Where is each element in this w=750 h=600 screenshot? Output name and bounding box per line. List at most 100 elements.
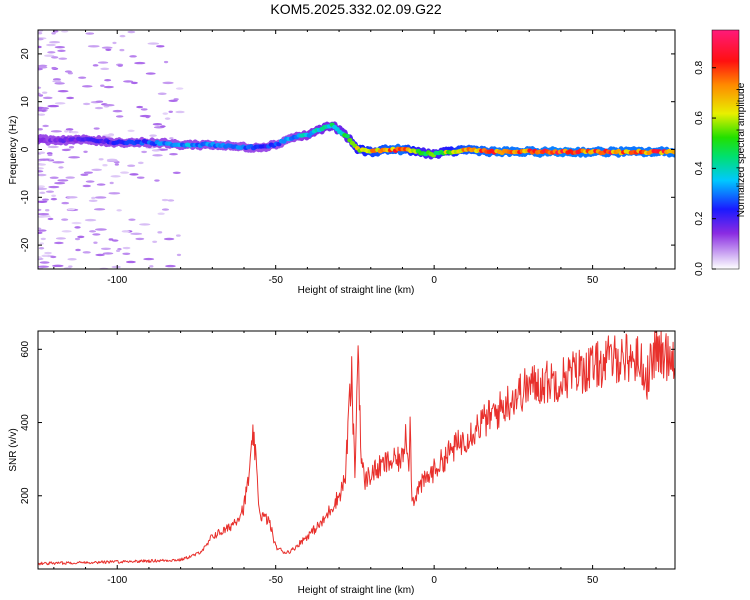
spectrogram-noise-cell — [169, 137, 174, 140]
spectrogram-noise-cell — [49, 176, 59, 179]
spectrogram-noise-cell — [102, 252, 114, 255]
spectrogram-noise-cell — [139, 114, 152, 118]
spectrogram-noise-cell — [167, 199, 175, 202]
spectrogram-noise-cell — [75, 248, 81, 252]
spectrogram-noise-cell — [47, 145, 59, 149]
spectrogram-noise-cell — [88, 199, 98, 202]
spectrogram-noise-cell — [95, 100, 104, 103]
spectrogram-noise-cell — [38, 67, 43, 71]
spectrogram-noise-cell — [162, 112, 169, 115]
spectrogram-noise-cell — [50, 197, 58, 201]
spectrogram-noise-cell — [38, 185, 45, 188]
spectrogram-noise-cell — [38, 37, 44, 41]
spectrogram-noise-cell — [70, 131, 79, 134]
spectrogram-noise-cell — [110, 175, 121, 178]
spectrogram-noise-cell — [165, 264, 176, 268]
spectrogram-noise-cell — [38, 151, 46, 154]
spectrogram-noise-cell — [136, 176, 145, 179]
snr-xtick-label: -100 — [107, 575, 127, 586]
spectrogram-noise-cell — [130, 81, 138, 85]
spectrogram-noise-cell — [67, 208, 75, 211]
spectrogram-noise-cell — [120, 171, 129, 174]
spectrogram-noise-cell — [175, 87, 184, 90]
spectrogram-noise-cell — [65, 176, 75, 179]
spectrogram-noise-cell — [52, 161, 65, 164]
spectrogram-noise-cell — [42, 96, 53, 100]
spectrogram-noise-cell — [68, 156, 81, 159]
spectrogram-noise-cell — [61, 148, 71, 152]
spectrogram-noise-cell — [111, 265, 121, 269]
spectrogram-ridge-cell — [344, 133, 350, 139]
spectrogram-noise-cell — [96, 183, 106, 186]
colorbar-tick-label: 0.6 — [694, 111, 705, 125]
spectrogram-ytick-label: 20 — [20, 48, 31, 60]
spectrogram-noise-cell — [45, 190, 55, 193]
colorbar-tick-label: 0.8 — [694, 60, 705, 74]
spectrogram-noise-cell — [140, 108, 148, 111]
spectrogram-noise-cell — [40, 215, 51, 218]
spectrogram-noise-cell — [139, 223, 151, 226]
spectrogram-noise-cell — [64, 130, 69, 133]
spectrogram-noise-cell — [38, 167, 44, 170]
spectrogram-noise-cell — [101, 46, 113, 49]
spectrogram-noise-cell — [127, 129, 135, 133]
spectrogram-ytick-label: 10 — [20, 96, 31, 108]
snr-xtick-label: 50 — [587, 575, 599, 586]
spectrogram-noise-cell — [38, 231, 43, 235]
spectrogram-noise-cell — [50, 130, 62, 133]
spectrogram-noise-cell — [117, 64, 123, 67]
spectrogram-noise-cell — [108, 192, 121, 195]
spectrogram-noise-cell — [54, 82, 65, 85]
spectrogram-noise-cell — [38, 109, 47, 112]
spectrogram-noise-cell — [74, 237, 81, 241]
spectrogram-noise-cell — [74, 226, 81, 229]
spectrogram-noise-cell — [94, 196, 107, 199]
spectrogram-ytick-label: -20 — [20, 237, 31, 252]
spectrogram-noise-cell — [66, 196, 78, 199]
spectrogram-noise-cell — [127, 30, 136, 34]
spectrogram-noise-cell — [95, 253, 105, 257]
spectrogram-ytick-label: -10 — [20, 190, 31, 205]
spectrogram-noise-cell — [47, 51, 56, 54]
spectrogram-noise-cell — [78, 76, 87, 79]
spectrogram-noise-cell — [97, 61, 109, 64]
spectrogram-noise-cell — [129, 173, 139, 176]
spectrogram-noise-cell — [38, 94, 44, 97]
spectrogram-noise-cell — [54, 181, 66, 185]
spectrogram-noise-cell — [58, 166, 64, 169]
spectrogram-noise-cell — [102, 163, 108, 167]
spectrogram-noise-cell — [87, 45, 100, 48]
spectrogram-noise-cell — [57, 49, 66, 53]
spectrogram-noise-cell — [84, 218, 97, 222]
spectrogram-noise-cell — [100, 67, 110, 71]
colorbar-tick-label: 0.0 — [694, 262, 705, 276]
spectrogram-ytick-label: 0 — [20, 146, 31, 152]
colorbar-label: Normalized spectral amplitude — [736, 82, 747, 217]
spectrogram-noise-cell — [156, 45, 165, 48]
snr-ytick-label: 400 — [20, 414, 31, 431]
spectrogram-noise-cell — [109, 181, 114, 185]
spectrogram-noise-cell — [134, 61, 146, 65]
spectrogram-cells — [38, 30, 675, 269]
spectrogram-noise-cell — [48, 40, 61, 44]
spectrogram-noise-cell — [114, 163, 119, 166]
spectrogram-xlabel: Height of straight line (km) — [298, 285, 415, 296]
spectrogram-noise-cell — [147, 42, 160, 45]
spectrogram-noise-cell — [38, 170, 44, 173]
spectrogram-noise-cell — [106, 158, 118, 161]
spectrogram-noise-cell — [68, 146, 75, 149]
spectrogram-noise-cell — [93, 241, 98, 244]
spectrogram-noise-cell — [123, 80, 134, 83]
spectrogram-noise-cell — [38, 256, 42, 259]
snr-axes: -100 -50 0 50 200 400 600 — [20, 331, 675, 586]
spectrogram-noise-cell — [91, 196, 96, 200]
spectrogram-noise-cell — [161, 208, 170, 211]
snr-frame — [37, 330, 676, 570]
spectrogram-noise-cell — [54, 102, 66, 105]
spectrogram-noise-cell — [130, 232, 143, 236]
spectrogram-noise-cell — [47, 153, 53, 157]
spectrogram-noise-cell — [103, 104, 115, 107]
spectrogram-noise-cell — [44, 251, 52, 255]
snr-ytick-label: 600 — [20, 341, 31, 358]
